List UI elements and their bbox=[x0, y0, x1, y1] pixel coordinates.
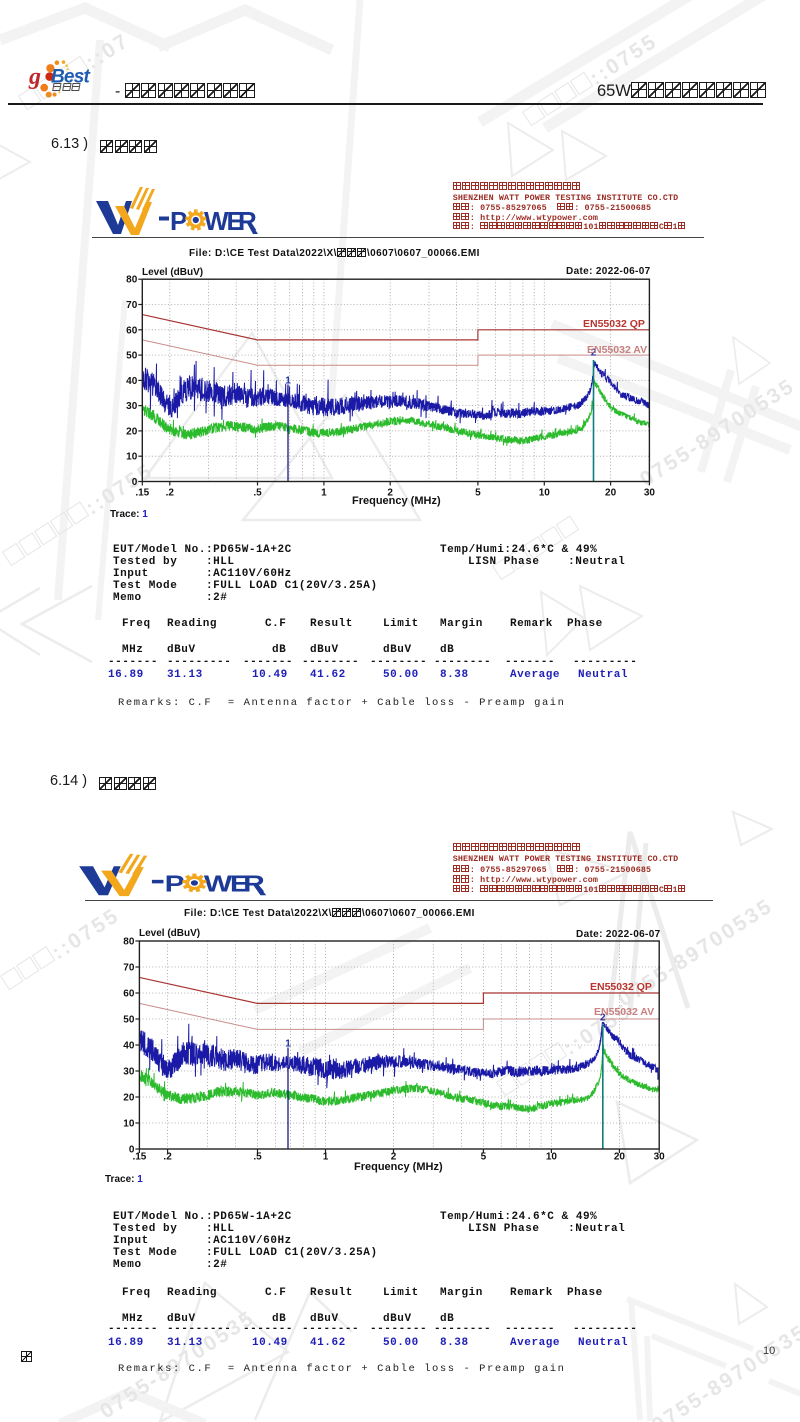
svg-text:EN55032 QP: EN55032 QP bbox=[590, 981, 652, 993]
svg-text:30: 30 bbox=[123, 1067, 135, 1078]
svg-text:.5: .5 bbox=[253, 1152, 262, 1163]
svg-text:60: 60 bbox=[123, 989, 135, 1000]
svg-text:2: 2 bbox=[591, 348, 597, 359]
svg-text:P: P bbox=[170, 206, 187, 236]
svg-text:70: 70 bbox=[126, 300, 138, 311]
svg-text:10: 10 bbox=[539, 488, 551, 499]
svg-text:0: 0 bbox=[129, 1145, 135, 1156]
svg-text:80: 80 bbox=[126, 275, 138, 286]
svg-text:50: 50 bbox=[123, 1015, 135, 1026]
svg-text:g: g bbox=[28, 64, 41, 90]
svg-text:1: 1 bbox=[285, 375, 291, 386]
svg-text:EN55032 AV: EN55032 AV bbox=[587, 344, 647, 356]
svg-text:2: 2 bbox=[391, 1152, 397, 1163]
svg-text:.5: .5 bbox=[253, 488, 262, 499]
svg-text:80: 80 bbox=[123, 937, 135, 948]
svg-text:20: 20 bbox=[126, 426, 138, 437]
svg-text:5: 5 bbox=[481, 1152, 487, 1163]
svg-text:10: 10 bbox=[126, 452, 138, 463]
svg-text:W: W bbox=[204, 871, 233, 897]
svg-text:2: 2 bbox=[600, 1013, 606, 1024]
svg-text:0: 0 bbox=[132, 477, 138, 488]
svg-text:20: 20 bbox=[614, 1152, 626, 1163]
svg-text:.15: .15 bbox=[135, 488, 149, 499]
svg-text:60: 60 bbox=[126, 325, 138, 336]
svg-text:EN55032 AV: EN55032 AV bbox=[594, 1006, 654, 1018]
svg-text:EN55032 QP: EN55032 QP bbox=[583, 318, 645, 330]
svg-text:40: 40 bbox=[126, 376, 138, 387]
svg-text:E: E bbox=[230, 871, 250, 897]
svg-text:50: 50 bbox=[126, 351, 138, 362]
svg-text:1: 1 bbox=[321, 488, 327, 499]
svg-text:.2: .2 bbox=[166, 488, 175, 499]
svg-text:30: 30 bbox=[654, 1152, 666, 1163]
svg-text:10: 10 bbox=[123, 1119, 135, 1130]
svg-text:10: 10 bbox=[546, 1152, 558, 1163]
svg-text:30: 30 bbox=[126, 401, 138, 412]
svg-text:30: 30 bbox=[644, 488, 656, 499]
svg-text:1: 1 bbox=[285, 1038, 291, 1049]
svg-text:1: 1 bbox=[323, 1152, 329, 1163]
svg-text:P: P bbox=[165, 871, 185, 897]
svg-text:E: E bbox=[227, 206, 244, 236]
svg-text:.2: .2 bbox=[163, 1152, 172, 1163]
svg-text:W: W bbox=[204, 206, 229, 236]
svg-text:.15: .15 bbox=[132, 1152, 146, 1163]
svg-text:5: 5 bbox=[475, 488, 481, 499]
svg-text:Best: Best bbox=[51, 67, 90, 88]
svg-text:70: 70 bbox=[123, 963, 135, 974]
svg-text:2: 2 bbox=[387, 488, 393, 499]
svg-text:20: 20 bbox=[605, 488, 617, 499]
svg-text:40: 40 bbox=[123, 1041, 135, 1052]
svg-text:20: 20 bbox=[123, 1093, 135, 1104]
